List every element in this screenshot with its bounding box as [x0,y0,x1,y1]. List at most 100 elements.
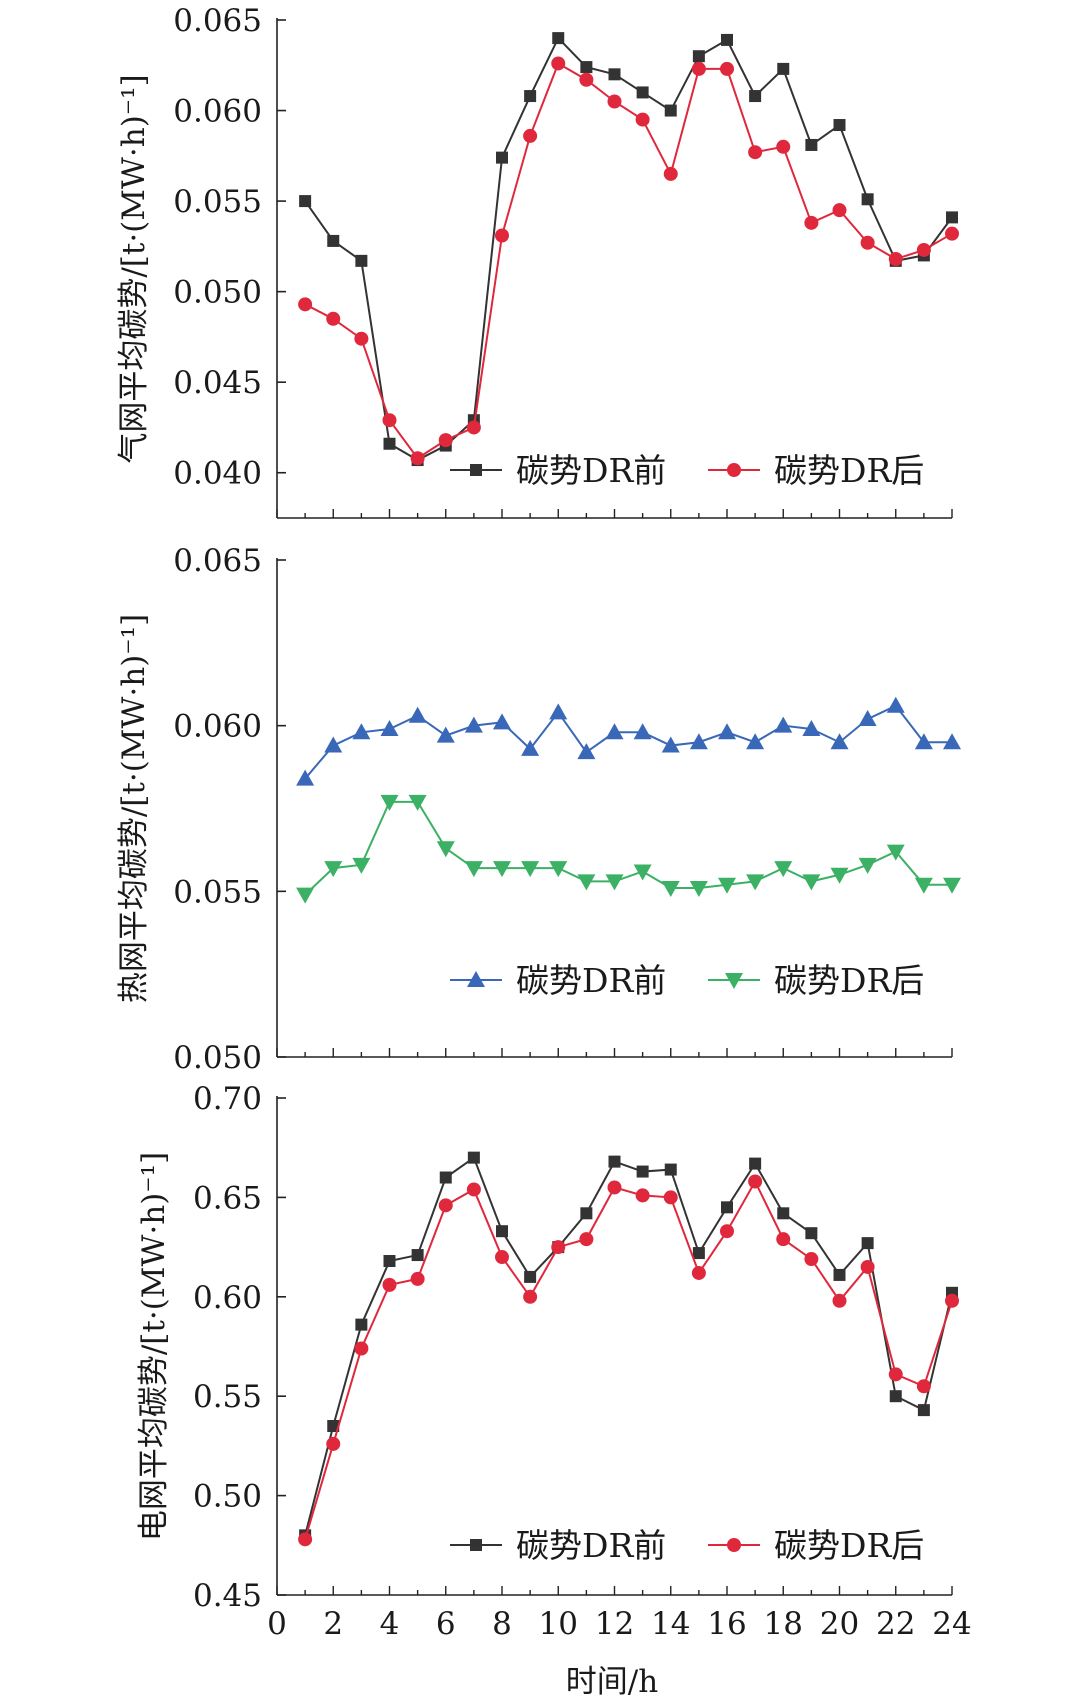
data-point [805,138,818,151]
data-point [521,861,540,878]
data-point [832,203,847,218]
data-point [774,861,793,878]
data-point [802,874,821,891]
data-point [774,716,793,733]
data-point [577,874,596,891]
data-point [748,1174,763,1189]
data-point [411,1249,424,1262]
x-tick-label: 16 [707,1606,746,1642]
x-tick-label: 12 [595,1606,634,1642]
legend-label: 碳势DR前 [516,1526,666,1565]
data-point [608,68,621,81]
data-point [580,1207,593,1220]
data-point [466,1182,481,1197]
data-point [830,733,849,750]
data-point [718,877,736,894]
x-tick-label: 14 [651,1606,690,1642]
data-point [552,32,565,45]
data-point [607,1180,622,1195]
data-point [355,1318,368,1331]
y-tick-label: 0.70 [193,1081,262,1117]
data-point [382,413,397,428]
data-point [720,61,734,76]
data-point [496,151,508,164]
data-point [804,215,819,230]
data-point [721,33,733,46]
data-point [635,112,650,127]
data-point [916,1379,931,1394]
data-point [832,1293,847,1308]
data-point [777,1207,790,1220]
y-tick-label: 0.65 [193,1180,262,1216]
data-point [408,706,427,723]
y-tick-label: 0.045 [173,365,262,401]
data-point [521,739,540,756]
data-point [916,242,931,257]
data-point [464,861,483,878]
power-network-panel: 0.45 0.50 0.55 0.60 0.65 0.70 电网平均碳势/[t·(MW·h)… [136,1081,959,1614]
series-line [304,1156,953,1536]
data-point [326,1436,341,1451]
series-line [304,62,953,460]
data-point [524,90,537,103]
legend-marker [470,464,482,476]
y-tick-label: 0.055 [173,184,262,220]
data-point [860,235,875,250]
data-point [464,716,483,733]
data-point [945,1293,959,1308]
data-point [354,1341,369,1356]
data-point [914,877,933,894]
data-point [551,1240,566,1255]
y-tick-label: 0.50 [193,1479,262,1515]
y-tick-label: 0.60 [193,1280,262,1316]
legend-marker [725,973,743,989]
data-point [861,1237,874,1250]
data-point [691,1265,706,1280]
data-point [577,743,596,760]
x-tick-label: 22 [876,1606,915,1642]
data-point [914,733,933,750]
data-point [777,62,790,75]
y-axis-title: 热网平均碳势/[t·(MW·h)⁻¹] [116,614,152,1003]
y-tick-label: 0.55 [193,1379,262,1415]
data-point [802,719,821,736]
data-point [605,723,624,740]
data-point [945,226,959,241]
data-point [324,861,343,878]
data-point [749,1157,762,1170]
x-axis-title: 时间/h [566,1664,658,1697]
data-point [324,736,343,753]
data-point [524,1270,537,1283]
x-tick-label: 24 [932,1606,971,1642]
data-point [496,1225,508,1238]
y-axis-title: 气网平均碳势/[t·(MW·h)⁻¹] [116,74,152,463]
data-point [858,710,877,727]
data-point [720,1224,734,1239]
data-point [352,723,371,740]
legend-label: 碳势DR后 [774,961,924,1000]
data-point [410,451,425,466]
data-point [549,861,568,878]
data-point [327,234,340,247]
data-point [833,119,846,132]
data-point [296,769,315,786]
series-line [304,1179,953,1540]
data-point [886,696,905,713]
data-point [605,874,624,891]
data-point [436,726,455,743]
x-tick-label: 10 [539,1606,578,1642]
data-point [380,794,399,811]
data-point [748,145,763,160]
data-point [689,881,708,898]
data-point [326,311,341,326]
data-point [889,1390,902,1403]
y-tick-label: 0.050 [173,1040,262,1076]
data-point [299,195,312,208]
data-point [636,1165,649,1178]
y-tick-label: 0.065 [173,3,262,39]
data-point [830,867,849,884]
data-point [833,1268,846,1281]
data-point [579,72,594,87]
data-point [354,331,369,346]
y-tick-label: 0.060 [173,709,262,745]
